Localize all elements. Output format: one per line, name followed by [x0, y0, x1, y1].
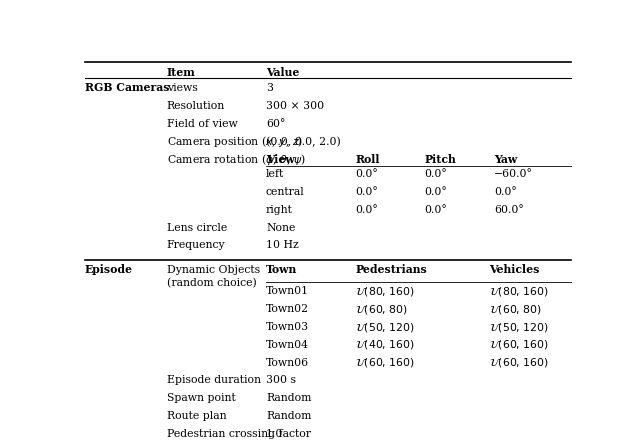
Text: Episode duration: Episode duration — [167, 376, 261, 385]
Text: Town04: Town04 — [266, 340, 309, 350]
Text: Random: Random — [266, 393, 312, 403]
Text: Episode: Episode — [85, 264, 133, 275]
Text: Value: Value — [266, 67, 300, 78]
Text: $\mathcal{U}$(80, 160): $\mathcal{U}$(80, 160) — [489, 285, 549, 298]
Text: Town06: Town06 — [266, 358, 309, 368]
Text: $\mathcal{U}$(80, 160): $\mathcal{U}$(80, 160) — [355, 285, 415, 298]
Text: Resolution: Resolution — [167, 101, 225, 111]
Text: Pedestrian crossing factor: Pedestrian crossing factor — [167, 429, 311, 439]
Text: Pedestrians: Pedestrians — [355, 264, 427, 275]
Text: $\mathcal{U}$(60, 160): $\mathcal{U}$(60, 160) — [355, 356, 415, 369]
Text: Spawn point: Spawn point — [167, 393, 236, 403]
Text: Pitch: Pitch — [425, 154, 456, 165]
Text: View: View — [266, 154, 295, 165]
Text: 0.0°: 0.0° — [494, 187, 517, 197]
Text: $\mathcal{U}$(60, 80): $\mathcal{U}$(60, 80) — [355, 303, 408, 316]
Text: Dynamic Objects: Dynamic Objects — [167, 265, 260, 275]
Text: $\mathcal{U}$(50, 120): $\mathcal{U}$(50, 120) — [355, 320, 415, 333]
Text: Yaw: Yaw — [494, 154, 517, 165]
Text: $\mathcal{U}$(40, 160): $\mathcal{U}$(40, 160) — [355, 338, 415, 351]
Text: Lens circle: Lens circle — [167, 222, 227, 233]
Text: Town02: Town02 — [266, 304, 309, 314]
Text: $\mathcal{U}$(50, 120): $\mathcal{U}$(50, 120) — [489, 320, 549, 333]
Text: Field of view: Field of view — [167, 119, 237, 129]
Text: Town: Town — [266, 264, 297, 275]
Text: Town03: Town03 — [266, 322, 309, 332]
Text: 0.0°: 0.0° — [355, 187, 378, 197]
Text: right: right — [266, 205, 293, 215]
Text: 60.0°: 60.0° — [494, 205, 524, 215]
Text: left: left — [266, 169, 284, 179]
Text: 10 Hz: 10 Hz — [266, 240, 299, 251]
Text: $\mathcal{U}$(60, 160): $\mathcal{U}$(60, 160) — [489, 338, 549, 351]
Text: central: central — [266, 187, 305, 197]
Text: Camera position ($x$, $y$, $z$): Camera position ($x$, $y$, $z$) — [167, 134, 303, 149]
Text: 0.0°: 0.0° — [425, 169, 447, 179]
Text: None: None — [266, 222, 296, 233]
Text: 300 s: 300 s — [266, 376, 296, 385]
Text: Town01: Town01 — [266, 287, 309, 296]
Text: Item: Item — [167, 67, 196, 78]
Text: Vehicles: Vehicles — [489, 264, 540, 275]
Text: 0.0°: 0.0° — [355, 205, 378, 215]
Text: 60°: 60° — [266, 119, 285, 129]
Text: views: views — [167, 83, 198, 93]
Text: Route plan: Route plan — [167, 411, 227, 421]
Text: 0.0°: 0.0° — [355, 169, 378, 179]
Text: 3: 3 — [266, 83, 273, 93]
Text: $\mathcal{U}$(60, 160): $\mathcal{U}$(60, 160) — [489, 356, 549, 369]
Text: Random: Random — [266, 411, 312, 421]
Text: (random choice): (random choice) — [167, 278, 257, 288]
Text: Camera rotation ($\phi$, $\theta$, $\psi$): Camera rotation ($\phi$, $\theta$, $\psi… — [167, 152, 305, 167]
Text: 300 × 300: 300 × 300 — [266, 101, 324, 111]
Text: Roll: Roll — [355, 154, 380, 165]
Text: (0.0, 0.0, 2.0): (0.0, 0.0, 2.0) — [266, 137, 340, 147]
Text: $\mathcal{U}$(60, 80): $\mathcal{U}$(60, 80) — [489, 303, 542, 316]
Text: RGB Cameras: RGB Cameras — [85, 82, 170, 93]
Text: Frequency: Frequency — [167, 240, 225, 251]
Text: 0.0°: 0.0° — [425, 187, 447, 197]
Text: 0.0°: 0.0° — [425, 205, 447, 215]
Text: 1.0: 1.0 — [266, 429, 284, 439]
Text: −60.0°: −60.0° — [494, 169, 533, 179]
